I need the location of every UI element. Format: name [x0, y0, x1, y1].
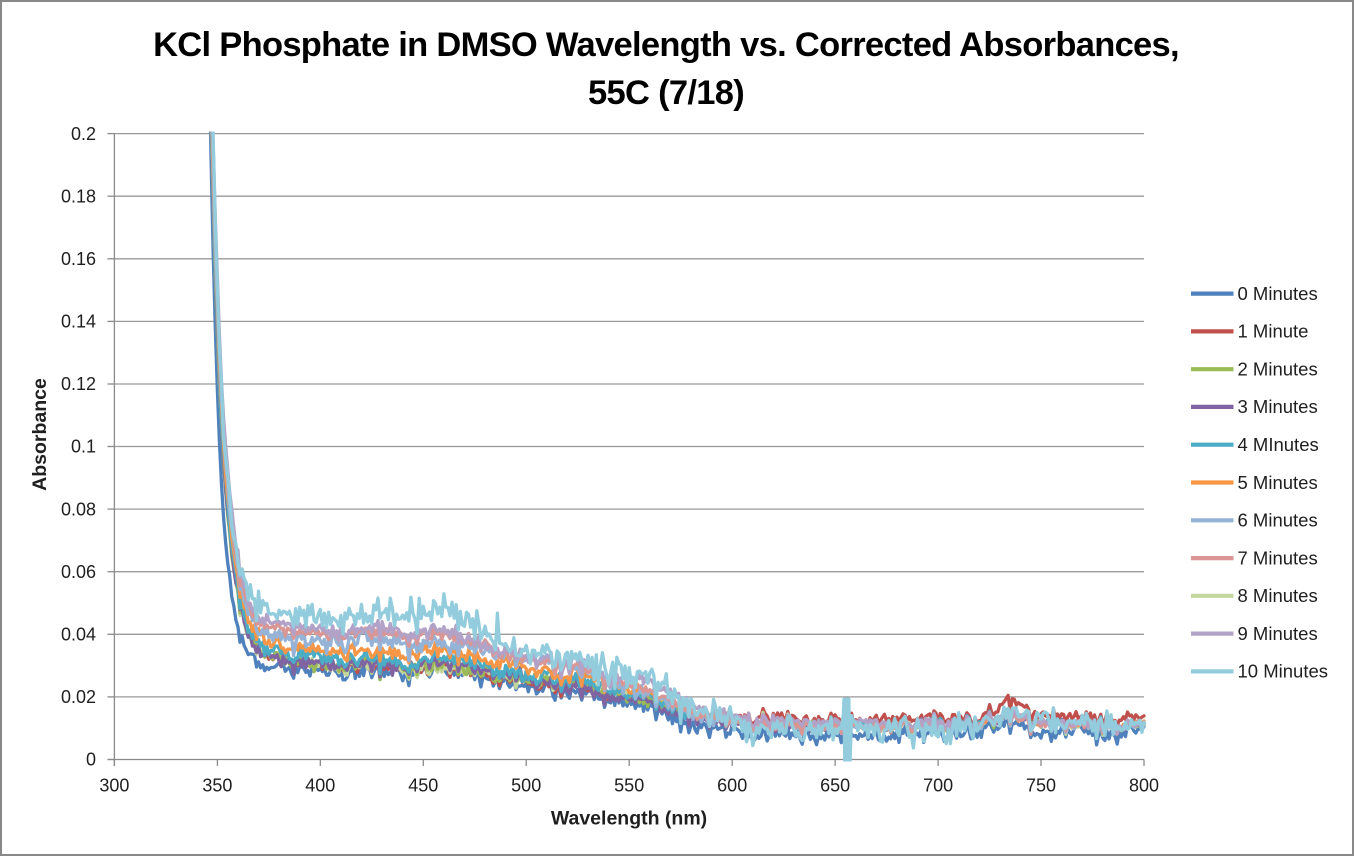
svg-text:0.18: 0.18: [61, 186, 96, 206]
svg-text:350: 350: [202, 776, 232, 796]
svg-text:0.02: 0.02: [61, 687, 96, 707]
svg-text:Wavelength (nm): Wavelength (nm): [551, 808, 707, 830]
svg-text:8 Minutes: 8 Minutes: [1238, 585, 1318, 606]
svg-text:0.08: 0.08: [61, 499, 96, 519]
svg-text:55C (7/18): 55C (7/18): [588, 74, 744, 112]
svg-text:0.2: 0.2: [71, 124, 96, 144]
svg-text:550: 550: [614, 776, 644, 796]
svg-text:10 Minutes: 10 Minutes: [1238, 661, 1329, 682]
svg-text:9 Minutes: 9 Minutes: [1238, 623, 1318, 644]
svg-text:3 Minutes: 3 Minutes: [1238, 396, 1318, 417]
svg-text:0 Minutes: 0 Minutes: [1238, 283, 1318, 304]
svg-text:0.04: 0.04: [61, 625, 96, 645]
svg-text:1 Minute: 1 Minute: [1238, 321, 1309, 342]
svg-text:7 Minutes: 7 Minutes: [1238, 547, 1318, 568]
svg-text:400: 400: [305, 776, 335, 796]
svg-text:750: 750: [1026, 776, 1056, 796]
svg-text:300: 300: [99, 776, 129, 796]
svg-text:0: 0: [86, 750, 96, 770]
svg-text:4 MInutes: 4 MInutes: [1238, 434, 1319, 455]
svg-text:0.14: 0.14: [61, 312, 96, 332]
svg-text:2 Minutes: 2 Minutes: [1238, 359, 1318, 380]
svg-text:600: 600: [717, 776, 747, 796]
svg-text:0.06: 0.06: [61, 562, 96, 582]
svg-text:700: 700: [923, 776, 953, 796]
svg-text:650: 650: [820, 776, 850, 796]
svg-text:0.16: 0.16: [61, 249, 96, 269]
svg-text:6 Minutes: 6 Minutes: [1238, 510, 1318, 531]
svg-text:5 Minutes: 5 Minutes: [1238, 472, 1318, 493]
svg-text:800: 800: [1129, 776, 1159, 796]
svg-text:0.1: 0.1: [71, 437, 96, 457]
svg-text:KCl Phosphate in DMSO Waveleng: KCl Phosphate in DMSO Wavelength vs. Cor…: [153, 26, 1179, 64]
svg-text:500: 500: [511, 776, 541, 796]
svg-text:Absorbance: Absorbance: [29, 378, 51, 491]
svg-text:0.12: 0.12: [61, 374, 96, 394]
svg-text:450: 450: [408, 776, 438, 796]
